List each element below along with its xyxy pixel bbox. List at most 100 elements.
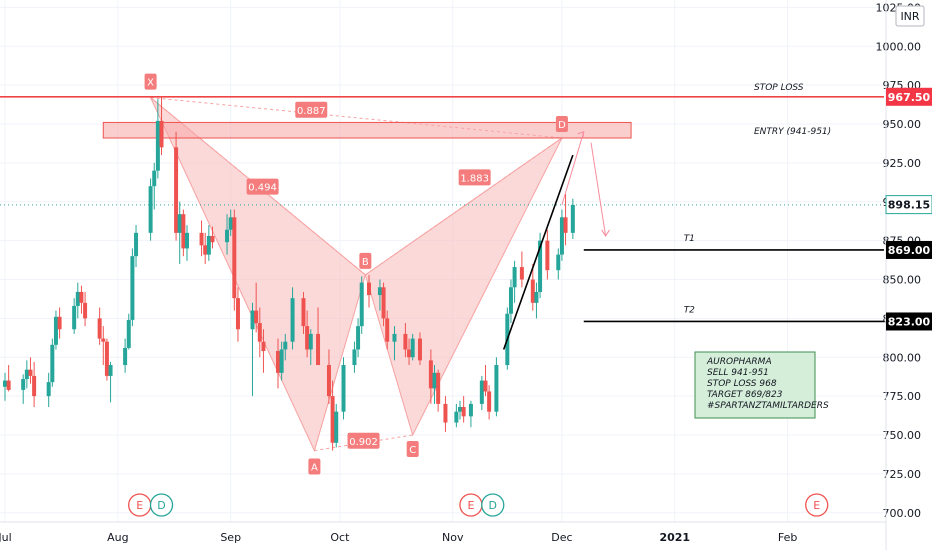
candle <box>538 232 543 299</box>
point-label-x: X <box>144 73 157 90</box>
candle <box>50 338 55 387</box>
candle <box>330 380 335 451</box>
candle-body <box>417 338 422 361</box>
candle-body <box>559 217 564 255</box>
candle-body <box>46 382 51 397</box>
earnings-marker[interactable]: E <box>805 493 829 517</box>
candle <box>301 291 306 334</box>
candle <box>83 291 88 327</box>
candle-body <box>432 372 437 389</box>
earnings-marker[interactable]: E <box>459 493 483 517</box>
price-badge-box <box>886 240 932 259</box>
y-tick-label: 700.00 <box>883 507 922 520</box>
candle <box>443 396 448 432</box>
candle-body <box>330 396 335 443</box>
y-tick-label: 925.00 <box>883 157 922 170</box>
candle-body <box>458 407 462 412</box>
candle-body <box>468 403 473 417</box>
candle-body <box>228 217 233 230</box>
projection-up-line <box>561 131 585 206</box>
ratio-label-box <box>246 178 279 195</box>
candle <box>46 372 51 408</box>
ratio-label: 0.902 <box>347 432 380 449</box>
candle <box>250 302 255 397</box>
y-axis[interactable]: 1025.001000.00975.00950.00925.00900.0087… <box>876 0 922 550</box>
candle <box>24 360 29 389</box>
price-badge-text: 823.00 <box>888 315 931 328</box>
price-badge-text: 869.00 <box>888 244 931 257</box>
candle-body <box>32 375 37 397</box>
projection-up-arrowhead <box>577 131 585 139</box>
candle-body <box>570 204 575 233</box>
candle-body <box>341 365 346 412</box>
price-badge-box <box>886 312 932 331</box>
candle <box>75 282 80 319</box>
candle <box>508 279 513 324</box>
candle <box>225 214 230 255</box>
point-label-box <box>555 115 568 132</box>
ratio-label-text: 0.902 <box>349 437 378 448</box>
candle <box>152 162 157 210</box>
candle-body <box>108 365 113 376</box>
candle <box>326 349 331 404</box>
ratio-label: 0.494 <box>246 178 279 195</box>
earnings-marker-circle <box>805 493 829 517</box>
ratio-label-text: 1.883 <box>460 173 489 184</box>
candle <box>79 285 84 314</box>
candle <box>97 307 102 345</box>
point-label-text: C <box>409 445 416 456</box>
ratio-label-text: 0.494 <box>248 183 277 194</box>
point-label-text: A <box>311 463 318 474</box>
currency-label: INR <box>900 10 919 23</box>
candle <box>53 310 58 350</box>
candle <box>563 193 568 246</box>
earnings-marker-label: E <box>467 499 474 512</box>
candle <box>392 326 397 361</box>
earnings-marker[interactable]: E <box>128 493 152 517</box>
candle-body <box>235 298 240 330</box>
price-badge-text: 967.50 <box>888 91 931 104</box>
y-tick-label: 850.00 <box>883 274 922 287</box>
candle <box>305 310 310 358</box>
candle <box>104 338 109 381</box>
dividend-marker[interactable]: D <box>481 493 505 517</box>
candle-body <box>508 287 513 314</box>
candle <box>6 365 11 392</box>
point-label-box <box>359 252 372 269</box>
candle <box>407 338 412 366</box>
candle <box>72 298 77 334</box>
x-tick-label: 2021 <box>659 531 690 544</box>
candle <box>232 209 237 311</box>
currency-badge[interactable]: INR <box>895 5 925 27</box>
candle-body <box>210 235 215 243</box>
dividend-marker-circle <box>481 493 505 517</box>
candle-body <box>83 302 88 319</box>
candle-body <box>454 411 459 423</box>
candle-body <box>308 333 313 350</box>
trade-note-line: SELL 941-951 <box>707 368 769 378</box>
candle-body <box>126 319 131 348</box>
point-label-box <box>406 441 419 457</box>
candle-body <box>367 282 371 296</box>
candle <box>512 260 517 303</box>
candle <box>381 282 386 327</box>
candle-body <box>53 316 58 345</box>
candle <box>494 357 499 417</box>
candle-body <box>556 254 561 271</box>
dividend-marker[interactable]: D <box>149 493 174 517</box>
candle-body <box>359 282 364 327</box>
point-label-box <box>144 73 157 90</box>
price-badge: 898.15 <box>885 195 932 215</box>
candle-body <box>530 279 535 303</box>
price-badge-box <box>886 87 932 106</box>
candle <box>177 201 182 264</box>
candle-body <box>483 380 488 392</box>
entry-zone <box>102 121 632 139</box>
candlestick-series <box>3 96 575 451</box>
x-tick-label: Dec <box>551 531 572 544</box>
x-axis[interactable]: Jul Aug Sep Oct Nov Dec 2021 Feb <box>0 521 886 544</box>
ratio-label-box <box>458 169 491 186</box>
candle <box>290 287 295 350</box>
